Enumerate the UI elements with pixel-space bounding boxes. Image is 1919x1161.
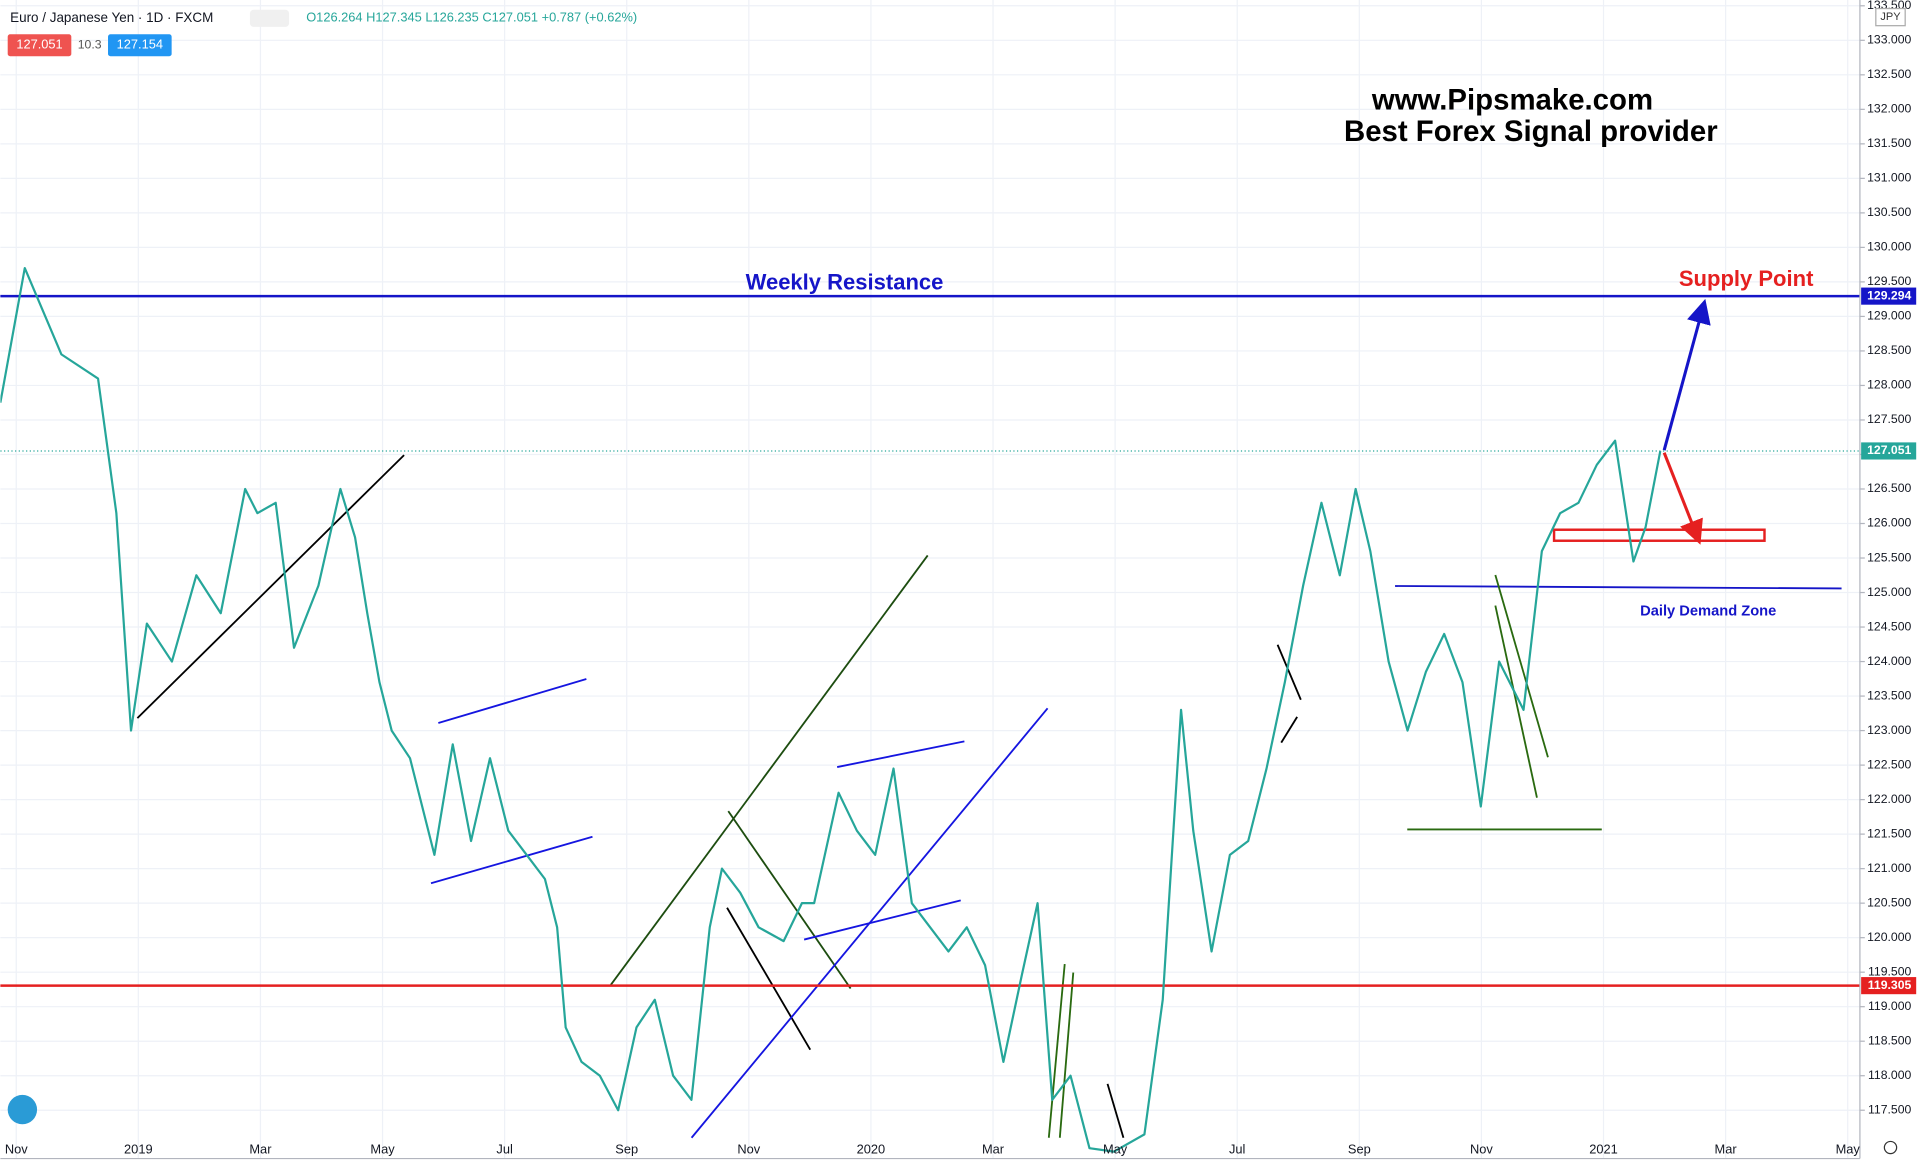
y-tick-label: 121.500 bbox=[1867, 826, 1911, 840]
demand-line bbox=[1395, 585, 1842, 590]
y-tick-label: 130.000 bbox=[1867, 240, 1911, 254]
currency: JPY bbox=[1880, 11, 1901, 23]
supply-box bbox=[1552, 528, 1766, 542]
y-tick-label: 133.000 bbox=[1867, 33, 1911, 47]
x-tick-label: Nov bbox=[1470, 1141, 1493, 1156]
logo[interactable] bbox=[7, 1094, 38, 1125]
drawings bbox=[136, 298, 1842, 1139]
x-tick-label: Sep bbox=[615, 1141, 638, 1156]
x-tick-label: Jul bbox=[496, 1141, 512, 1156]
level-label: 129.294 bbox=[1867, 288, 1911, 302]
trendline bbox=[836, 740, 965, 768]
y-tick-label: 129.500 bbox=[1867, 274, 1911, 288]
trendline bbox=[1494, 605, 1538, 798]
trendline bbox=[438, 678, 587, 724]
spread: 10.3 bbox=[78, 37, 102, 51]
y-tick-label: 125.000 bbox=[1867, 585, 1911, 599]
compare-icon[interactable] bbox=[249, 9, 290, 27]
arrow bbox=[1662, 452, 1703, 545]
arrow bbox=[1662, 298, 1711, 451]
x-tick-label: 2021 bbox=[1589, 1141, 1618, 1156]
annotation: Supply Point bbox=[1679, 266, 1814, 291]
x-tick-label: Mar bbox=[1715, 1141, 1738, 1156]
annotation: www.Pipsmake.com bbox=[1371, 83, 1653, 116]
trendline bbox=[430, 835, 593, 885]
y-tick-label: 119.000 bbox=[1868, 999, 1911, 1013]
annotation: Best Forex Signal provider bbox=[1344, 115, 1718, 148]
buy-button[interactable] bbox=[108, 34, 172, 57]
y-tick-label: 126.000 bbox=[1867, 516, 1911, 530]
level-badge bbox=[1861, 442, 1917, 460]
x-tick-label: Mar bbox=[249, 1141, 272, 1156]
y-tick-label: 118.500 bbox=[1868, 1033, 1911, 1047]
price-line bbox=[0, 267, 1662, 1153]
y-tick-label: 131.500 bbox=[1867, 136, 1911, 150]
y-tick-label: 120.000 bbox=[1867, 930, 1911, 944]
y-tick-label: 123.500 bbox=[1867, 688, 1911, 702]
y-tick-label: 131.000 bbox=[1867, 171, 1911, 185]
y-tick-label: 119.500 bbox=[1868, 964, 1911, 978]
y-tick-label: 122.000 bbox=[1867, 792, 1911, 806]
trendline bbox=[1058, 972, 1075, 1138]
settings-icon[interactable] bbox=[1883, 1140, 1898, 1155]
y-tick-label: 128.000 bbox=[1867, 378, 1911, 392]
annotation: Daily Demand Zone bbox=[1640, 604, 1776, 620]
y-tick-label: 124.000 bbox=[1867, 654, 1911, 668]
currency-box bbox=[1875, 7, 1906, 27]
y-tick-label: 124.500 bbox=[1867, 619, 1911, 633]
trendline bbox=[1280, 716, 1298, 744]
trendline bbox=[690, 707, 1049, 1139]
sell-button[interactable] bbox=[7, 34, 72, 57]
trendline bbox=[1276, 644, 1302, 701]
y-tick-label: 123.000 bbox=[1867, 723, 1911, 737]
level-badge bbox=[1861, 287, 1917, 305]
x-tick-label: Sep bbox=[1348, 1141, 1371, 1156]
y-tick-label: 120.500 bbox=[1867, 895, 1911, 909]
y-tick-label: 126.500 bbox=[1867, 481, 1911, 495]
x-tick-label: May bbox=[1103, 1141, 1128, 1156]
level-label: 119.305 bbox=[1868, 978, 1912, 992]
level-label: 127.051 bbox=[1867, 443, 1911, 457]
x-tick-label: Jul bbox=[1229, 1141, 1245, 1156]
y-tick-label: 132.500 bbox=[1867, 67, 1911, 81]
trendline bbox=[1494, 574, 1549, 758]
ohlc: O126.264 H127.345 L126.235 C127.051 +0.7… bbox=[306, 10, 637, 25]
y-tick-label: 121.000 bbox=[1867, 861, 1911, 875]
y-tick-label: 129.000 bbox=[1867, 309, 1911, 323]
x-tick-label: 2020 bbox=[857, 1141, 886, 1156]
trendline bbox=[136, 454, 405, 719]
trendline bbox=[803, 899, 961, 941]
symbol: Euro / Japanese Yen · 1D · FXCM bbox=[10, 10, 213, 25]
annotation: Weekly Resistance bbox=[746, 270, 944, 295]
level-badge bbox=[1861, 977, 1917, 995]
y-tick-label: 127.500 bbox=[1867, 412, 1911, 426]
y-tick-label: 128.500 bbox=[1867, 343, 1911, 357]
x-tick-label: Nov bbox=[737, 1141, 760, 1156]
x-tick-label: Mar bbox=[982, 1141, 1005, 1156]
trendline bbox=[610, 554, 929, 986]
trendline bbox=[727, 810, 852, 990]
y-tick-label: 118.000 bbox=[1868, 1068, 1911, 1082]
x-tick-label: May bbox=[370, 1141, 395, 1156]
y-tick-label: 132.000 bbox=[1867, 102, 1911, 116]
y-tick-label: 125.500 bbox=[1867, 550, 1911, 564]
trendline bbox=[1047, 963, 1066, 1138]
y-tick-label: 130.500 bbox=[1867, 205, 1911, 219]
trendline bbox=[726, 907, 812, 1051]
x-tick-label: 2019 bbox=[124, 1141, 153, 1156]
buy-price[interactable]: 127.154 bbox=[117, 37, 163, 52]
x-tick-label: May bbox=[1836, 1141, 1861, 1156]
trendline bbox=[1106, 1083, 1125, 1139]
y-tick-label: 122.500 bbox=[1867, 757, 1911, 771]
y-tick-label: 117.500 bbox=[1868, 1102, 1911, 1116]
x-tick-label: Nov bbox=[5, 1141, 28, 1156]
sell-price[interactable]: 127.051 bbox=[16, 37, 62, 52]
